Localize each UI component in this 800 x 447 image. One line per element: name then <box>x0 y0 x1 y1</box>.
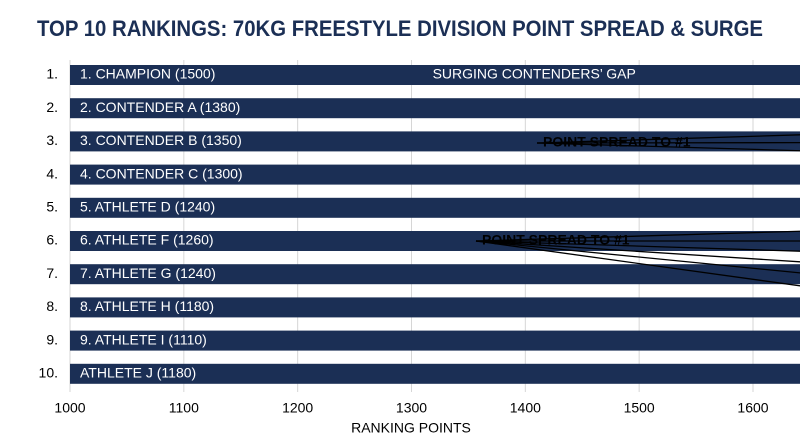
bar-label: 4. CONTENDER C (1300) <box>80 165 243 181</box>
bar-segment <box>70 197 800 218</box>
x-tick-label: 1400 <box>510 400 541 416</box>
bar-label: 6. ATHLETE F (1260) <box>80 232 214 248</box>
bar-segment <box>70 330 800 351</box>
bar-segment <box>70 98 800 119</box>
arrow <box>536 141 800 144</box>
bar-label: 8. ATHLETE H (1180) <box>80 298 214 314</box>
chart-title: TOP 10 RANKINGS: 70KG FREESTYLE DIVISION… <box>37 16 763 41</box>
arrow <box>475 240 800 263</box>
rank-label: 3. <box>46 132 58 148</box>
arrow <box>536 134 800 144</box>
arrow <box>475 230 800 242</box>
rank-label: 5. <box>46 199 58 215</box>
rank-label: 7. <box>46 265 58 281</box>
x-tick-label: 1200 <box>282 400 313 416</box>
x-axis-label: RANKING POINTS <box>351 420 471 436</box>
bar-label: 5. ATHLETE D (1240) <box>80 199 215 215</box>
annotation: SURGING CONTENDERS’ GAP <box>433 66 636 82</box>
bar-segment <box>70 65 800 85</box>
annotation: POINT SPREAD TO #1 <box>543 134 691 150</box>
bar-segment <box>70 363 800 384</box>
bar-label: 7. ATHLETE G (1240) <box>80 265 216 281</box>
bar-segment <box>70 131 800 152</box>
arrow <box>475 240 800 252</box>
bar-segment <box>70 164 800 185</box>
bar-label: 1. CHAMPION (1500) <box>80 66 215 82</box>
rank-label: 4. <box>46 165 58 181</box>
x-tick-label: 1600 <box>737 400 768 416</box>
bar-label: 2. CONTENDER A (1380) <box>80 99 240 115</box>
x-tick-label: 1300 <box>396 400 427 416</box>
x-tick-label: 1000 <box>54 400 85 416</box>
rank-label: 9. <box>46 331 58 347</box>
rank-label: 6. <box>46 232 58 248</box>
arrow <box>475 240 800 274</box>
arrow <box>475 240 800 287</box>
rank-label: 8. <box>46 298 58 314</box>
x-tick-label: 1100 <box>169 400 199 416</box>
bar-label: 9. ATHLETE I (1110) <box>80 331 207 347</box>
bar-label: ATHLETE J (1180) <box>80 365 196 381</box>
x-tick-label: 1500 <box>624 400 655 416</box>
bar-label: 3. CONTENDER B (1350) <box>80 132 242 148</box>
rank-label: 1. <box>46 66 58 82</box>
rank-label: 2. <box>46 99 58 115</box>
arrow <box>536 142 800 152</box>
rank-label: 10. <box>39 365 58 381</box>
bar-segment <box>70 297 800 318</box>
bar-segment <box>70 264 800 285</box>
